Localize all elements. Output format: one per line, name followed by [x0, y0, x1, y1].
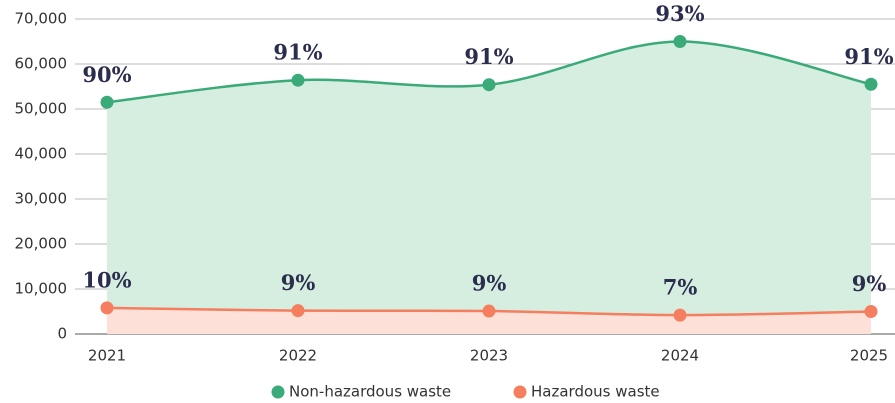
- y-tick-label: 60,000: [15, 55, 68, 73]
- area: [107, 41, 871, 335]
- percent-label: 91%: [464, 44, 513, 69]
- legend-label: Hazardous waste: [531, 383, 660, 401]
- point: [482, 78, 496, 92]
- y-tick-label: 30,000: [15, 190, 68, 208]
- percent-label: 10%: [82, 267, 131, 292]
- y-tick-label: 40,000: [15, 145, 68, 163]
- y-tick-label: 20,000: [15, 235, 68, 253]
- percent-label: 9%: [852, 271, 887, 296]
- legend-marker: [513, 385, 527, 399]
- y-tick-label: 70,000: [15, 10, 68, 28]
- point: [291, 73, 305, 87]
- percent-label: 91%: [273, 40, 322, 65]
- y-tick-label: 10,000: [15, 280, 68, 298]
- point: [291, 304, 305, 318]
- percent-label: 93%: [655, 1, 704, 26]
- x-tick-label: 2022: [279, 347, 317, 365]
- point: [482, 304, 496, 318]
- legend-marker: [271, 385, 285, 399]
- point: [864, 77, 878, 91]
- x-tick-label: 2023: [470, 347, 508, 365]
- point: [673, 35, 687, 48]
- y-tick-label: 0: [57, 325, 67, 343]
- point: [100, 95, 114, 109]
- percent-label: 9%: [281, 270, 316, 295]
- y-tick-label: 50,000: [15, 100, 68, 118]
- percent-label: 9%: [472, 271, 507, 296]
- percent-label: 7%: [663, 275, 698, 300]
- point: [673, 308, 687, 322]
- x-tick-label: 2024: [661, 347, 699, 365]
- x-tick-label: 2021: [88, 347, 126, 365]
- percent-label: 90%: [82, 62, 131, 87]
- point: [100, 301, 114, 315]
- point: [864, 305, 878, 318]
- x-tick-label: 2025: [850, 347, 888, 365]
- legend-label: Non-hazardous waste: [289, 383, 451, 401]
- percent-label: 91%: [844, 44, 893, 69]
